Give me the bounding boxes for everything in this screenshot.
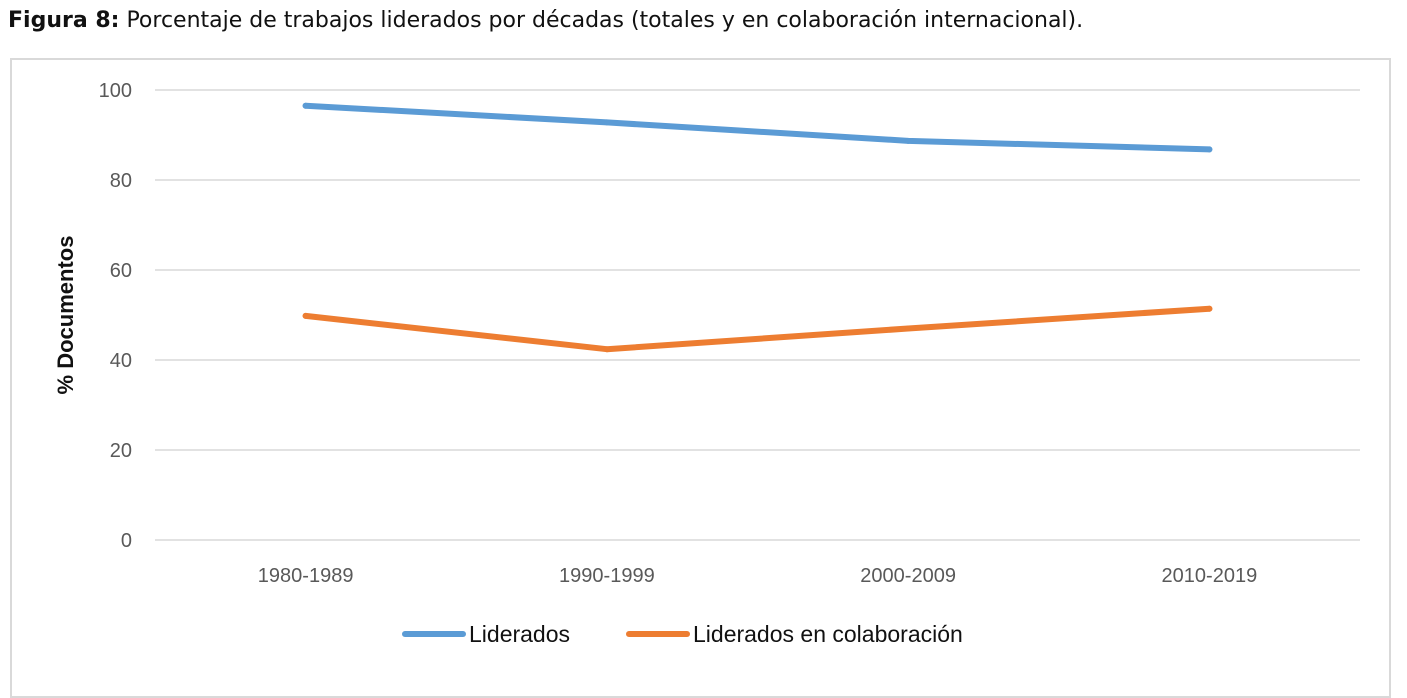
x-tick-labels: 1980-1989 1990-1999 2000-2009 2010-2019: [258, 565, 1257, 587]
y-tick-label: 60: [110, 260, 132, 282]
y-tick-label: 80: [110, 170, 132, 192]
x-tick-label: 2000-2009: [860, 565, 956, 587]
series-line-1: [302, 305, 1213, 353]
caption-text: Porcentaje de trabajos liderados por déc…: [119, 8, 1084, 33]
legend-label: Liderados: [469, 621, 570, 647]
data-point: [603, 119, 610, 126]
data-point: [905, 325, 912, 332]
y-axis-label: % Documentos: [53, 236, 78, 395]
y-tick-label: 40: [110, 350, 132, 372]
data-point: [905, 137, 912, 144]
data-point: [603, 346, 610, 353]
caption-label: Figura 8:: [8, 8, 120, 33]
series-lines: [302, 102, 1213, 353]
x-tick-label: 1990-1999: [559, 565, 655, 587]
x-tick-label: 1980-1989: [258, 565, 354, 587]
figure-caption: Figura 8: Porcentaje de trabajos liderad…: [8, 8, 1083, 33]
series-line-0: [302, 102, 1213, 153]
gridlines: [155, 89, 1360, 541]
data-point: [1206, 305, 1213, 312]
y-tick-label: 0: [121, 530, 132, 552]
data-point: [302, 102, 309, 109]
y-tick-labels: 0 20 40 60 80 100: [99, 80, 132, 552]
legend-label: Liderados en colaboración: [693, 621, 963, 647]
y-tick-label: 20: [110, 440, 132, 462]
data-point: [1206, 146, 1213, 153]
legend: Liderados Liderados en colaboración: [402, 621, 963, 647]
data-point: [302, 312, 309, 319]
x-tick-label: 2010-2019: [1162, 565, 1258, 587]
y-tick-label: 100: [99, 80, 132, 102]
